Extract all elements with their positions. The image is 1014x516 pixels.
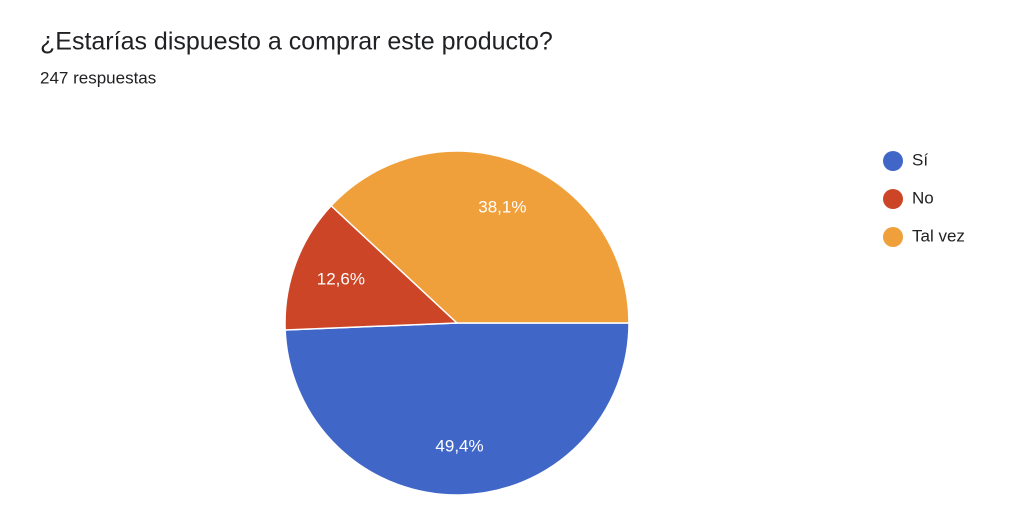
legend-marker: [883, 151, 903, 171]
pie-slice: [284, 204, 459, 331]
legend-marker: [883, 189, 903, 209]
slice-label: 49,4%: [435, 436, 483, 455]
slice-label: 12,6%: [317, 269, 365, 288]
legend-label: Sí: [912, 150, 928, 169]
legend-label: No: [912, 188, 934, 207]
legend-marker: [883, 227, 903, 247]
pie-slice: [330, 150, 630, 324]
chart-title: ¿Estarías dispuesto a comprar este produ…: [40, 28, 553, 56]
pie-slice: [284, 322, 630, 496]
slice-label: 38,1%: [478, 197, 526, 216]
legend-label: Tal vez: [912, 226, 965, 245]
chart-subtitle: 247 respuestas: [40, 68, 156, 87]
